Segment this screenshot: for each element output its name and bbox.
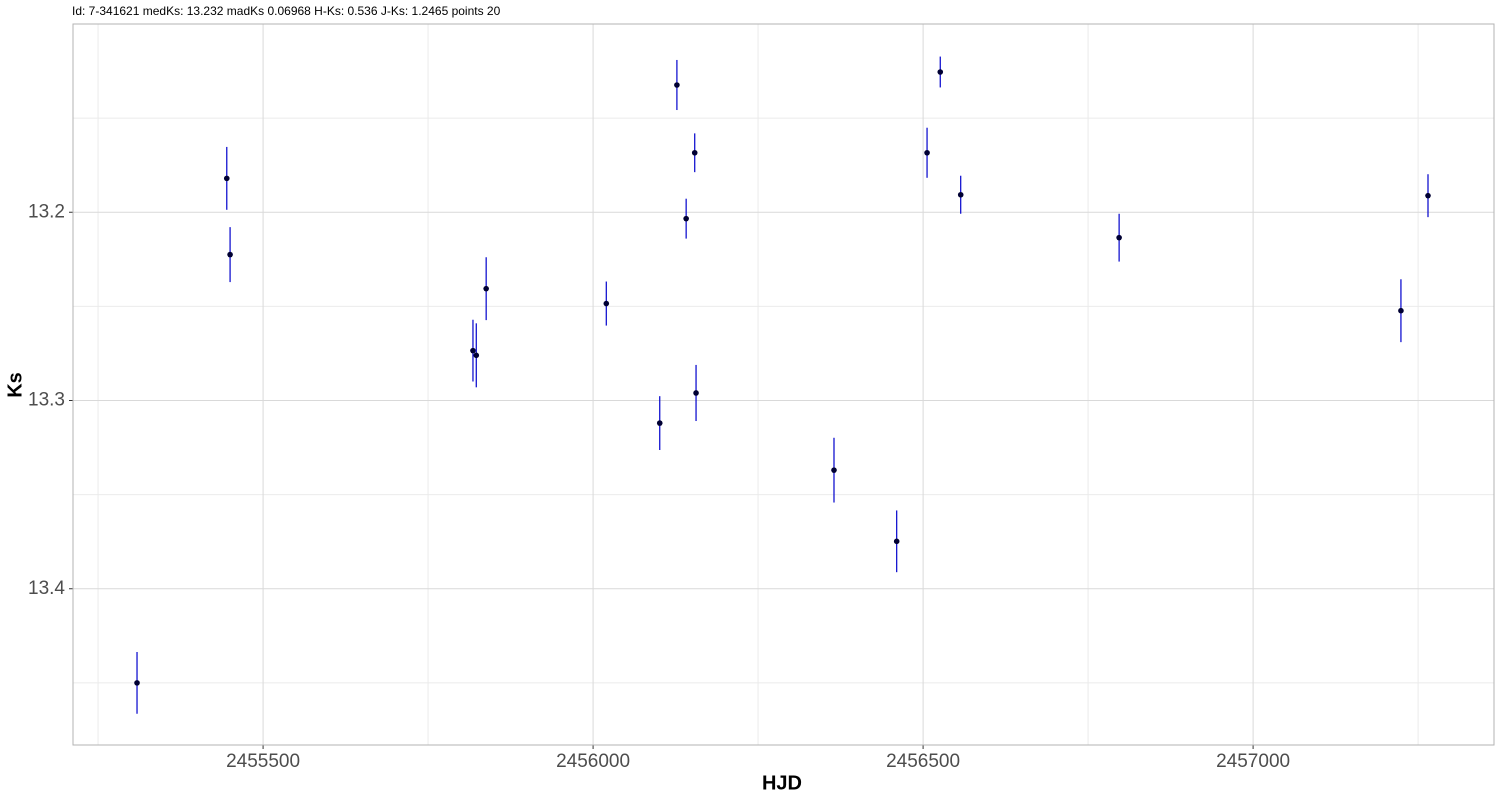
x-axis-label: HJD [762,772,802,794]
y-tick-label: 13.4 [28,578,65,599]
point [683,215,689,222]
point [893,538,900,545]
y-axis-label: Ks [4,372,26,398]
point [937,69,944,75]
x-tick-label: 2456000 [556,751,630,772]
point [691,149,698,156]
x-tick-label: 2456500 [886,751,960,772]
point [924,149,930,156]
point [223,175,230,182]
x-tick-label: 2457000 [1216,751,1290,772]
point [1425,192,1431,199]
point [134,680,140,686]
point [483,285,489,292]
y-tick-label: 13.2 [28,201,65,222]
plot-border [72,23,1495,746]
point [831,467,837,473]
point [1398,307,1404,314]
chart-title: Id: 7-341621 medKs: 13.232 madKs 0.06968… [72,4,501,18]
point [656,420,663,426]
point [473,352,480,359]
point [603,300,610,307]
point [693,390,699,396]
point [227,251,233,258]
point [957,191,964,198]
point [674,82,680,88]
point [1116,234,1122,241]
y-tick-label: 13.3 [28,390,65,411]
x-tick-label: 2455500 [226,751,300,772]
point [470,347,476,354]
